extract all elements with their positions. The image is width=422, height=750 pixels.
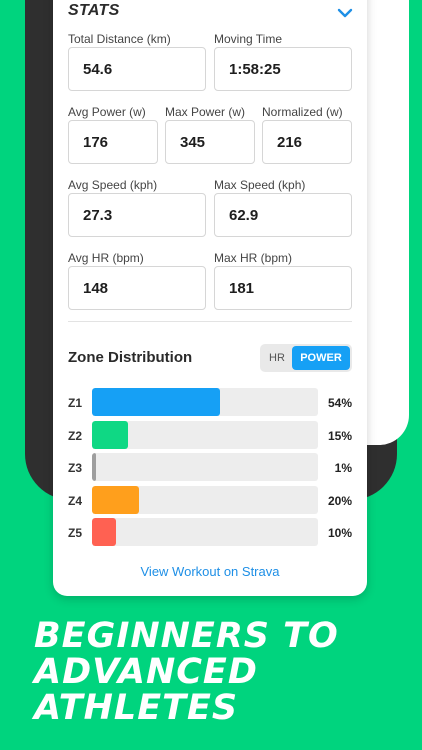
zone-bar [92, 421, 128, 449]
zone-bar [92, 486, 140, 514]
zone-label: Z5 [68, 526, 83, 540]
zone-track [92, 388, 318, 416]
zone-label: Z4 [68, 494, 83, 508]
stats-header[interactable]: STATS [68, 2, 354, 24]
zone-label: Z1 [68, 396, 83, 410]
zone-distribution-title: Zone Distribution [68, 349, 193, 366]
chevron-down-icon[interactable] [336, 4, 354, 22]
zone-bar [92, 453, 96, 481]
zone-row-z4: Z4 20% [68, 486, 354, 514]
normalized-power-label: Normalized (w) [262, 105, 343, 119]
zone-bar [92, 388, 220, 416]
zone-percent: 20% [327, 494, 352, 508]
avg-hr-field: 148 [68, 266, 206, 310]
zone-percent: 10% [327, 526, 352, 540]
zone-track [92, 518, 318, 546]
zone-metric-toggle: HR POWER [260, 344, 352, 372]
avg-power-label: Avg Power (w) [68, 105, 146, 119]
toggle-power-button[interactable]: POWER [292, 346, 350, 370]
total-distance-field: 54.6 [68, 47, 206, 91]
zone-percent: 1% [334, 461, 352, 475]
zone-track [92, 421, 318, 449]
view-on-strava-link[interactable]: View Workout on Strava [140, 564, 280, 579]
max-hr-label: Max HR (bpm) [214, 251, 293, 265]
zone-label: Z3 [68, 461, 83, 475]
max-hr-field: 181 [214, 266, 352, 310]
zone-percent: 54% [327, 396, 352, 410]
zone-label: Z2 [68, 429, 83, 443]
headline-line-1: BEGINNERS TO [34, 616, 339, 656]
zone-track [92, 486, 318, 514]
max-speed-field: 62.9 [214, 193, 352, 237]
max-power-field: 345 [165, 120, 255, 164]
avg-power-field: 176 [68, 120, 158, 164]
normalized-power-field: 216 [262, 120, 352, 164]
avg-hr-label: Avg HR (bpm) [68, 251, 144, 265]
zone-row-z3: Z3 1% [68, 453, 354, 481]
zone-row-z2: Z2 15% [68, 421, 354, 449]
moving-time-field: 1:58:25 [214, 47, 352, 91]
max-power-label: Max Power (w) [165, 105, 246, 119]
zone-row-z5: Z5 10% [68, 518, 354, 546]
zone-row-z1: Z1 54% [68, 388, 354, 416]
toggle-hr-button[interactable]: HR [269, 352, 285, 364]
avg-speed-field: 27.3 [68, 193, 206, 237]
zone-bar [92, 518, 116, 546]
stats-title: STATS [68, 2, 120, 19]
total-distance-label: Total Distance (km) [68, 32, 171, 46]
moving-time-label: Moving Time [214, 32, 283, 46]
zone-track [92, 453, 318, 481]
zone-percent: 15% [327, 429, 352, 443]
avg-speed-label: Avg Speed (kph) [68, 178, 158, 192]
marketing-headline: BEGINNERS TO ADVANCED ATHLETES [34, 618, 339, 726]
headline-line-3: ATHLETES [34, 688, 239, 728]
max-speed-label: Max Speed (kph) [214, 178, 306, 192]
section-divider [68, 321, 352, 322]
headline-line-2: ADVANCED [34, 652, 258, 692]
